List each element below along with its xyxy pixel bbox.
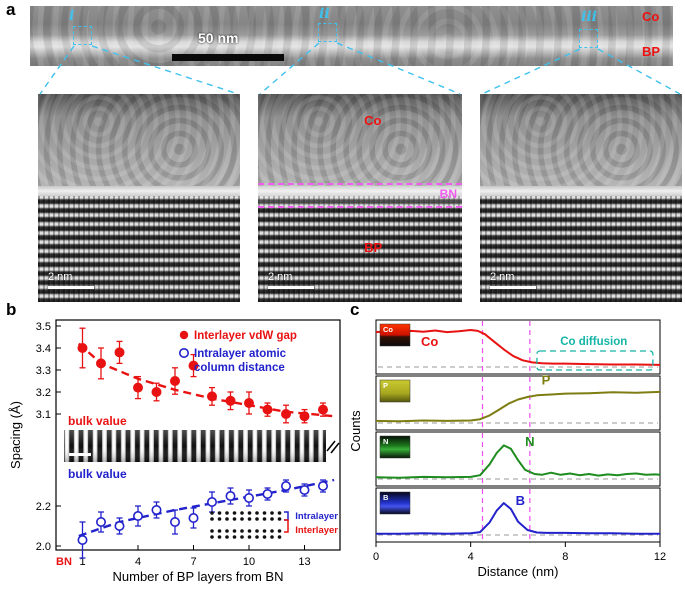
svg-text:8: 8 — [562, 551, 568, 563]
interface-band — [38, 185, 240, 196]
svg-text:P: P — [383, 381, 388, 390]
svg-text:bulk value: bulk value — [68, 467, 127, 481]
scalebar-2nm-label: 2 nm — [490, 271, 515, 283]
svg-text:4: 4 — [468, 551, 474, 563]
eds-map-n — [379, 435, 411, 459]
svg-text:1: 1 — [79, 556, 85, 568]
svg-text:Interlayer: Interlayer — [295, 525, 338, 536]
svg-text:Intralayer: Intralayer — [295, 511, 338, 522]
hrtem-region-iii: 2 nm — [480, 94, 682, 302]
hrtem-region-ii: Co BN BP 2 nm — [258, 94, 462, 302]
scalebar-2nm-label: 2 nm — [268, 271, 293, 283]
svg-text:column distance: column distance — [194, 362, 285, 374]
bp-lattice-texture — [480, 195, 682, 302]
scalebar-2nm-label: 2 nm — [48, 271, 73, 283]
svg-text:BN: BN — [56, 556, 72, 568]
svg-text:3.4: 3.4 — [36, 343, 51, 355]
svg-text:3.1: 3.1 — [36, 409, 51, 421]
bp-lattice-texture — [258, 195, 462, 302]
svg-text:3.3: 3.3 — [36, 365, 51, 377]
co-film-texture — [38, 94, 240, 186]
svg-text:B: B — [383, 493, 389, 502]
eds-profile-co: Co Co Co diffusion — [375, 319, 661, 375]
svg-text:10: 10 — [243, 556, 255, 568]
co-label: Co — [364, 112, 382, 128]
svg-text:Spacing (Å): Spacing (Å) — [8, 401, 23, 469]
legend: Interlayer vdW gap Intralayer atomic colum… — [179, 330, 297, 374]
interface-band — [480, 185, 682, 196]
trend-lines: bulk value bulk value — [68, 342, 335, 538]
region-i-label: i — [69, 8, 75, 24]
svg-text:Co: Co — [421, 334, 438, 349]
layer-schematic: Intralayer Interlayer — [210, 511, 338, 539]
region-ii-label: ii — [319, 6, 330, 22]
svg-text:N: N — [383, 437, 388, 446]
region-iii-box — [579, 29, 598, 48]
panel-a-label: a — [6, 0, 16, 19]
svg-text:3.2: 3.2 — [36, 387, 51, 399]
co-film-texture — [258, 94, 462, 186]
svg-text:bulk value: bulk value — [68, 414, 127, 428]
svg-text:2.2: 2.2 — [36, 501, 51, 513]
scalebar-50nm — [172, 54, 284, 61]
svg-text:Counts: Counts — [348, 410, 363, 452]
intralayer-series — [77, 479, 328, 559]
interlayer-series — [77, 327, 328, 424]
eds-map-p — [379, 379, 411, 403]
panel-b-label: b — [6, 300, 17, 319]
svg-text:0: 0 — [373, 551, 379, 563]
svg-text:Interlayer vdW gap: Interlayer vdW gap — [194, 330, 297, 342]
scalebar-2nm — [490, 286, 536, 289]
svg-text:Intralayer atomic: Intralayer atomic — [194, 348, 287, 360]
svg-text:P: P — [542, 372, 551, 387]
region-iii-label: iii — [581, 9, 597, 25]
bp-lattice-texture — [38, 195, 240, 302]
svg-text:3.5: 3.5 — [36, 321, 51, 333]
region-ii-box — [318, 23, 337, 42]
svg-text:N: N — [525, 434, 534, 449]
interface-band — [258, 185, 462, 196]
co-film-texture — [480, 94, 682, 186]
scalebar-50nm-label: 50 nm — [198, 30, 239, 46]
axis-break-tem-strip — [64, 430, 340, 462]
bp-layer-label: BP — [642, 44, 661, 59]
svg-text:Co diffusion: Co diffusion — [560, 336, 627, 348]
svg-text:Number of BP layers from BN: Number of BP layers from BN — [113, 569, 284, 584]
bp-label: BP — [364, 239, 383, 255]
overview-tem-image: i ii iii Co BP 50 nm — [30, 6, 673, 66]
eds-map-b — [379, 491, 411, 515]
svg-text:12: 12 — [654, 551, 666, 563]
scalebar-2nm — [48, 286, 94, 289]
svg-text:4: 4 — [135, 556, 141, 568]
eds-map-co — [379, 323, 411, 347]
scalebar-2nm — [268, 286, 314, 289]
region-i-box — [73, 26, 92, 45]
svg-text:13: 13 — [298, 556, 310, 568]
svg-text:Distance (nm): Distance (nm) — [478, 564, 559, 579]
svg-text:B: B — [516, 493, 525, 508]
svg-text:Co: Co — [383, 325, 393, 334]
co-layer-label: Co — [642, 9, 660, 24]
svg-text:2.0: 2.0 — [36, 541, 51, 553]
svg-text:7: 7 — [190, 556, 196, 568]
bn-label: BN — [439, 186, 457, 201]
hrtem-region-i: 2 nm — [38, 94, 240, 302]
distance-axis: 0 4 8 12 Distance (nm) Counts — [348, 410, 666, 579]
bn-layer-marking — [258, 183, 462, 209]
spacing-vs-layers-chart: 3.5 3.4 3.3 3.2 3.1 2.2 2.0 1 4 7 10 13 BN Number of … — [8, 319, 341, 584]
panel-c-label: c — [350, 300, 360, 319]
